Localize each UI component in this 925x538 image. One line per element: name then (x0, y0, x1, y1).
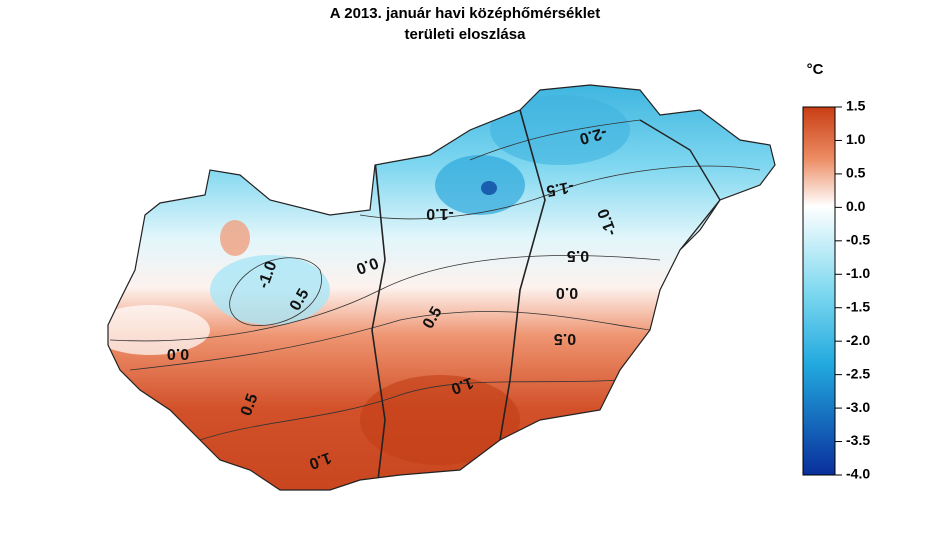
contour-label: 1.0 (307, 448, 334, 472)
contour-label: 0.0 (556, 284, 578, 301)
contour-label: 0.5 (567, 247, 589, 264)
contour-label: 1.0 (449, 373, 476, 397)
legend-unit: °C (807, 61, 824, 78)
tick-label: 0.5 (846, 165, 866, 181)
contour-label: 0.5 (554, 330, 576, 347)
contour-label: 0.5 (238, 391, 262, 418)
tick-label: -1.0 (846, 265, 870, 281)
contour-label: 0.0 (354, 253, 381, 277)
contour-labels: -2.0-1.5-1.0 -1.00.50.0-1.00.5 0.00.50.50.… (167, 123, 621, 472)
contour-label: -1.5 (545, 177, 575, 199)
contour-label: 0.0 (167, 345, 189, 362)
country-border (107, 84, 776, 491)
title-line: területi eloszlása (405, 26, 527, 43)
tick-label: 1.5 (846, 98, 866, 114)
temperature-field (108, 85, 775, 490)
title-line: A 2013. január havi középhőmérséklet (330, 5, 600, 22)
tick-label: -2.0 (846, 332, 870, 348)
color-bar-ticks: 1.5 1.0 0.5 0.0 -0.5 -1.0 -1.5 -2.0 -2.5 -3.0 -3.5… (835, 98, 870, 482)
tick-label: -3.5 (846, 432, 870, 448)
tick-label: 0.0 (846, 198, 866, 214)
contour-label: -2.0 (577, 123, 608, 147)
tick-label: 1.0 (846, 131, 866, 147)
tick-label: -1.5 (846, 298, 870, 314)
tick-label: -3.0 (846, 399, 870, 415)
contour-label: -1.0 (426, 205, 454, 222)
tick-label: -0.5 (846, 232, 870, 248)
tick-label: -2.5 (846, 365, 870, 381)
color-bar (802, 106, 836, 476)
tick-label: -4.0 (846, 466, 870, 482)
